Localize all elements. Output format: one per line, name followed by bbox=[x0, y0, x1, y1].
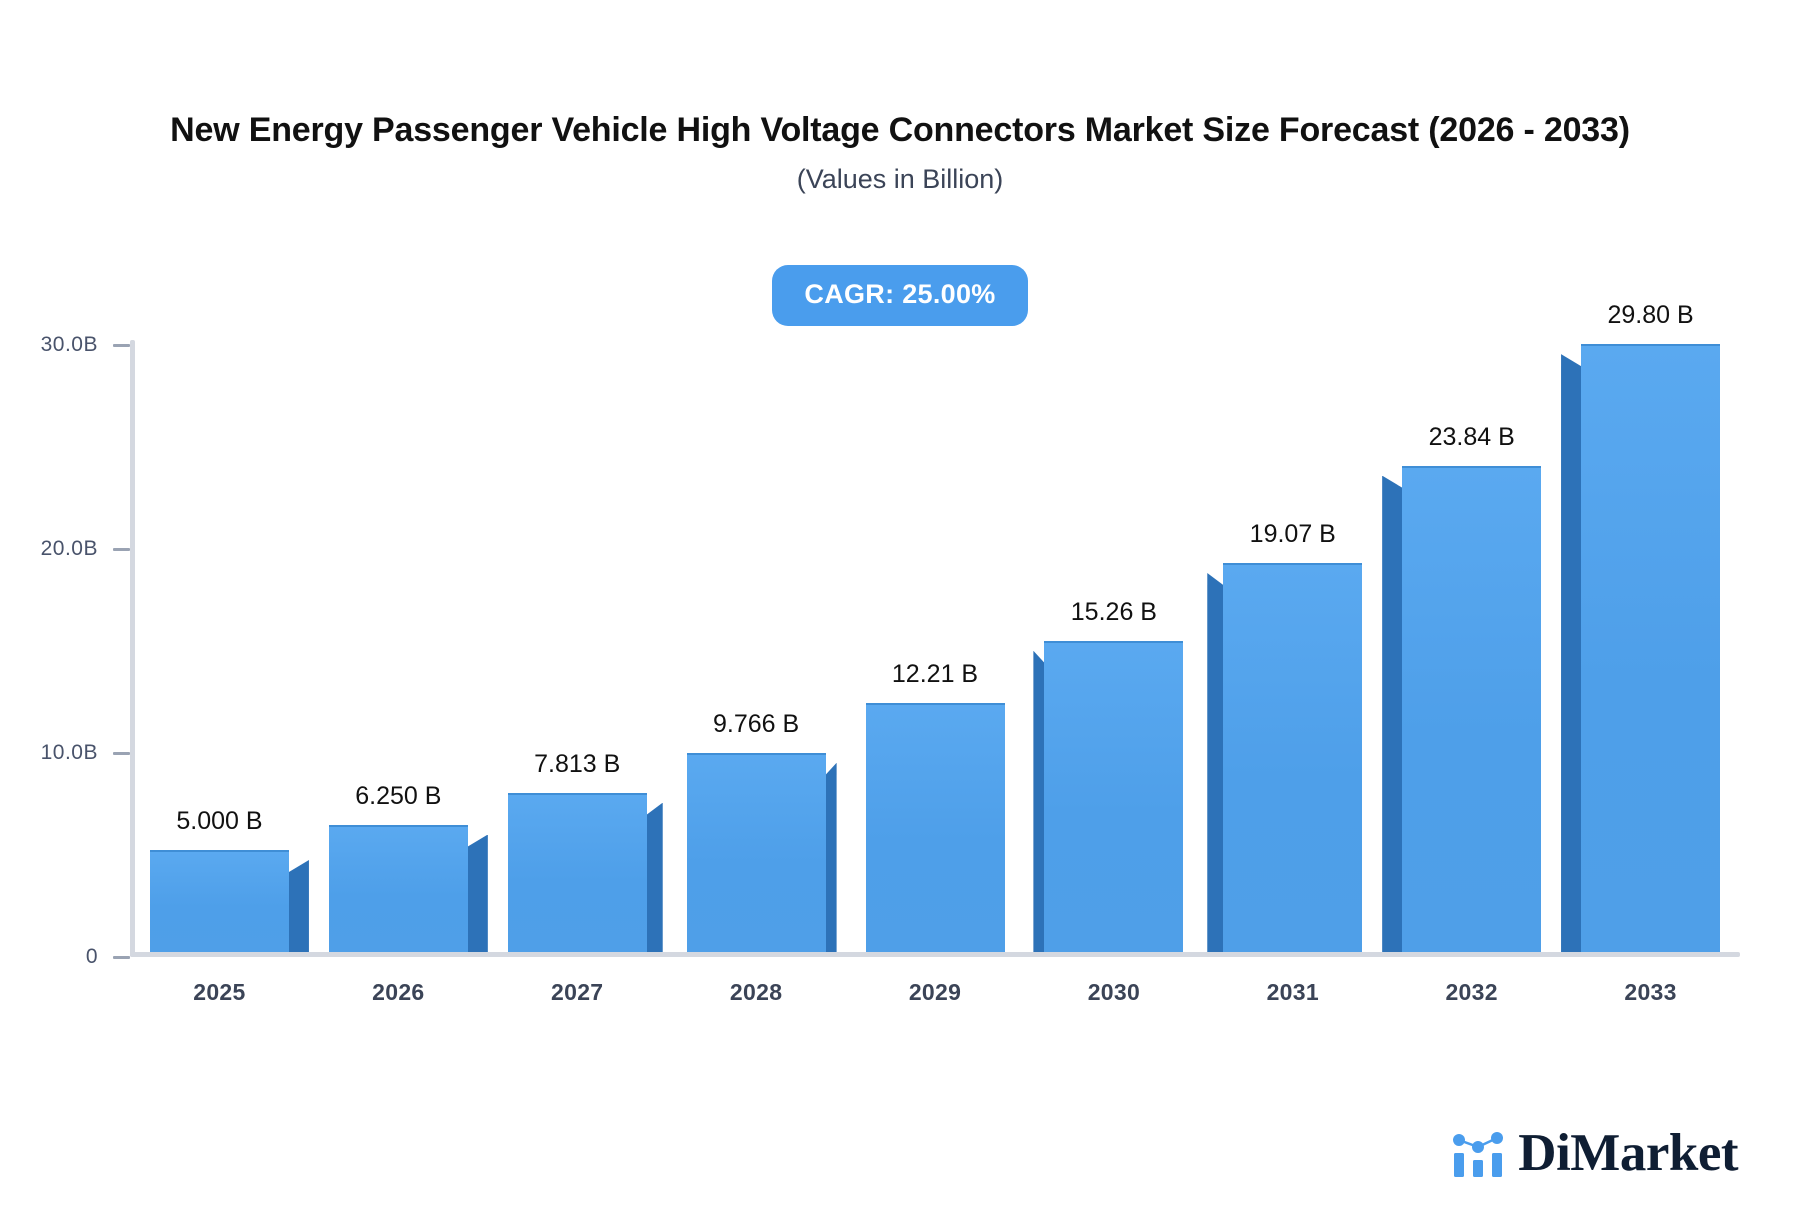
x-axis-tick-label: 2026 bbox=[372, 979, 425, 1005]
bar-column[interactable]: 12.21 B 2029 bbox=[865, 340, 1005, 1005]
bar-column[interactable]: 23.84 B 2032 bbox=[1382, 340, 1542, 1005]
bar-chart-line-icon bbox=[1453, 1131, 1504, 1177]
y-axis-tick: 0 bbox=[0, 945, 130, 969]
bar[interactable] bbox=[686, 752, 826, 952]
x-axis-tick-label: 2032 bbox=[1445, 979, 1498, 1005]
y-axis-tick-label: 10.0B bbox=[40, 741, 98, 764]
y-axis-tick: 30.0B bbox=[0, 333, 130, 357]
bar-value-label: 9.766 B bbox=[713, 709, 800, 738]
bar-column[interactable]: 5.000 B 2025 bbox=[149, 340, 309, 1005]
y-axis-tick-label: 0 bbox=[85, 945, 98, 968]
brand-logo: DiMarket bbox=[1452, 1127, 1738, 1180]
bar[interactable] bbox=[328, 824, 468, 952]
y-axis-tick-mark bbox=[113, 955, 130, 959]
bar-side-shadow bbox=[825, 762, 837, 952]
y-axis-line bbox=[130, 340, 135, 957]
bar-side-shadow bbox=[646, 802, 663, 952]
bar[interactable] bbox=[1223, 562, 1363, 952]
bar-column[interactable]: 29.80 B 2033 bbox=[1561, 301, 1721, 1005]
bar[interactable] bbox=[865, 702, 1005, 952]
x-axis-line bbox=[130, 952, 1740, 957]
bar-column[interactable]: 7.813 B 2027 bbox=[507, 340, 663, 1005]
bar-value-label: 7.813 B bbox=[534, 749, 621, 778]
cagr-badge-wrap: CAGR: 25.00% bbox=[0, 265, 1800, 326]
y-axis-tick-mark bbox=[113, 547, 130, 551]
bar[interactable] bbox=[1402, 465, 1542, 952]
plot-area: 0 10.0B 20.0B 30.0B 5.000 B 2025 6.250 B 2026 7… bbox=[41, 301, 1740, 1005]
bar-column[interactable]: 6.250 B 2026 bbox=[328, 340, 488, 1005]
status-badge-cagr: CAGR: 25.00% bbox=[772, 265, 1028, 326]
bar-series: 5.000 B 2025 6.250 B 2026 7.813 B 2027 9.766 B… bbox=[130, 301, 1740, 1005]
bar-value-label: 29.80 B bbox=[1607, 301, 1694, 330]
x-axis-tick-label: 2028 bbox=[729, 979, 783, 1005]
bar-side-shadow bbox=[288, 860, 309, 952]
bar[interactable] bbox=[149, 850, 289, 952]
bar-side-shadow bbox=[1382, 475, 1403, 952]
brand-name: DiMarket bbox=[1518, 1124, 1738, 1182]
y-axis-tick-mark bbox=[113, 751, 130, 755]
bar-value-label: 5.000 B bbox=[176, 807, 263, 835]
x-axis-tick-label: 2029 bbox=[908, 979, 962, 1005]
bar[interactable] bbox=[1581, 344, 1721, 952]
bar[interactable] bbox=[507, 792, 647, 952]
bar-value-label: 12.21 B bbox=[891, 659, 979, 688]
bar-side-shadow bbox=[1207, 572, 1224, 952]
x-axis-tick-label: 2033 bbox=[1624, 979, 1677, 1005]
x-axis-tick-label: 2025 bbox=[193, 979, 246, 1005]
bar-side-shadow bbox=[1033, 650, 1045, 952]
y-axis-tick-mark bbox=[113, 343, 130, 347]
bar-value-label: 23.84 B bbox=[1428, 422, 1515, 451]
bar-column[interactable]: 19.07 B 2031 bbox=[1207, 340, 1363, 1005]
x-axis-tick-label: 2031 bbox=[1266, 979, 1319, 1005]
x-axis-tick-label: 2027 bbox=[551, 979, 604, 1005]
bar-value-label: 19.07 B bbox=[1249, 519, 1336, 548]
y-axis-tick-label: 30.0B bbox=[40, 333, 98, 356]
y-axis-tick-label: 20.0B bbox=[40, 537, 98, 560]
bar-column[interactable]: 15.26 B 2030 bbox=[1033, 340, 1184, 1005]
bar-side-shadow bbox=[467, 834, 488, 952]
x-axis-tick-label: 2030 bbox=[1087, 979, 1141, 1005]
title-block: New Energy Passenger Vehicle High Voltag… bbox=[0, 108, 1800, 195]
bar-value-label: 15.26 B bbox=[1070, 597, 1157, 626]
bar-column[interactable]: 9.766 B 2028 bbox=[686, 340, 837, 1005]
y-axis-tick: 10.0B bbox=[0, 741, 130, 765]
chart-subtitle: (Values in Billion) bbox=[796, 163, 1004, 194]
bar-value-label: 6.250 B bbox=[355, 781, 442, 810]
bar-side-shadow bbox=[1561, 354, 1582, 952]
page-title: New Energy Passenger Vehicle High Voltag… bbox=[170, 111, 1630, 149]
bar[interactable] bbox=[1044, 640, 1184, 952]
y-axis-tick: 20.0B bbox=[0, 537, 130, 561]
